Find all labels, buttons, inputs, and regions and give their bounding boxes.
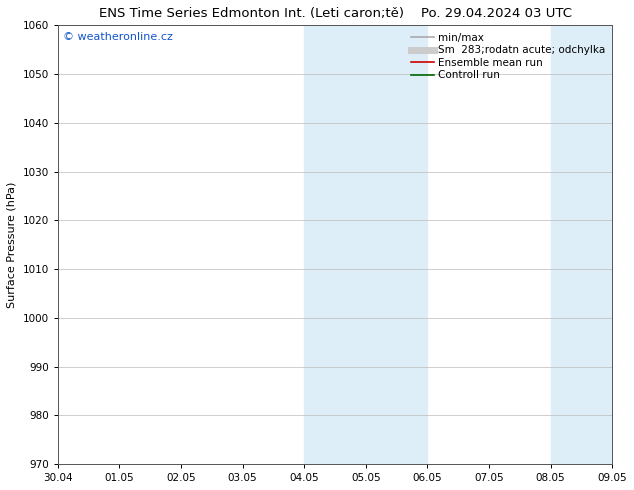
Bar — [551, 25, 612, 464]
Y-axis label: Surface Pressure (hPa): Surface Pressure (hPa) — [7, 181, 17, 308]
Bar — [304, 25, 366, 464]
Legend: min/max, Sm  283;rodatn acute; odchylka, Ensemble mean run, Controll run: min/max, Sm 283;rodatn acute; odchylka, … — [408, 30, 607, 82]
Bar — [366, 25, 427, 464]
Text: © weatheronline.cz: © weatheronline.cz — [63, 32, 173, 42]
Title: ENS Time Series Edmonton Int. (Leti caron;tě)    Po. 29.04.2024 03 UTC: ENS Time Series Edmonton Int. (Leti caro… — [98, 7, 571, 20]
